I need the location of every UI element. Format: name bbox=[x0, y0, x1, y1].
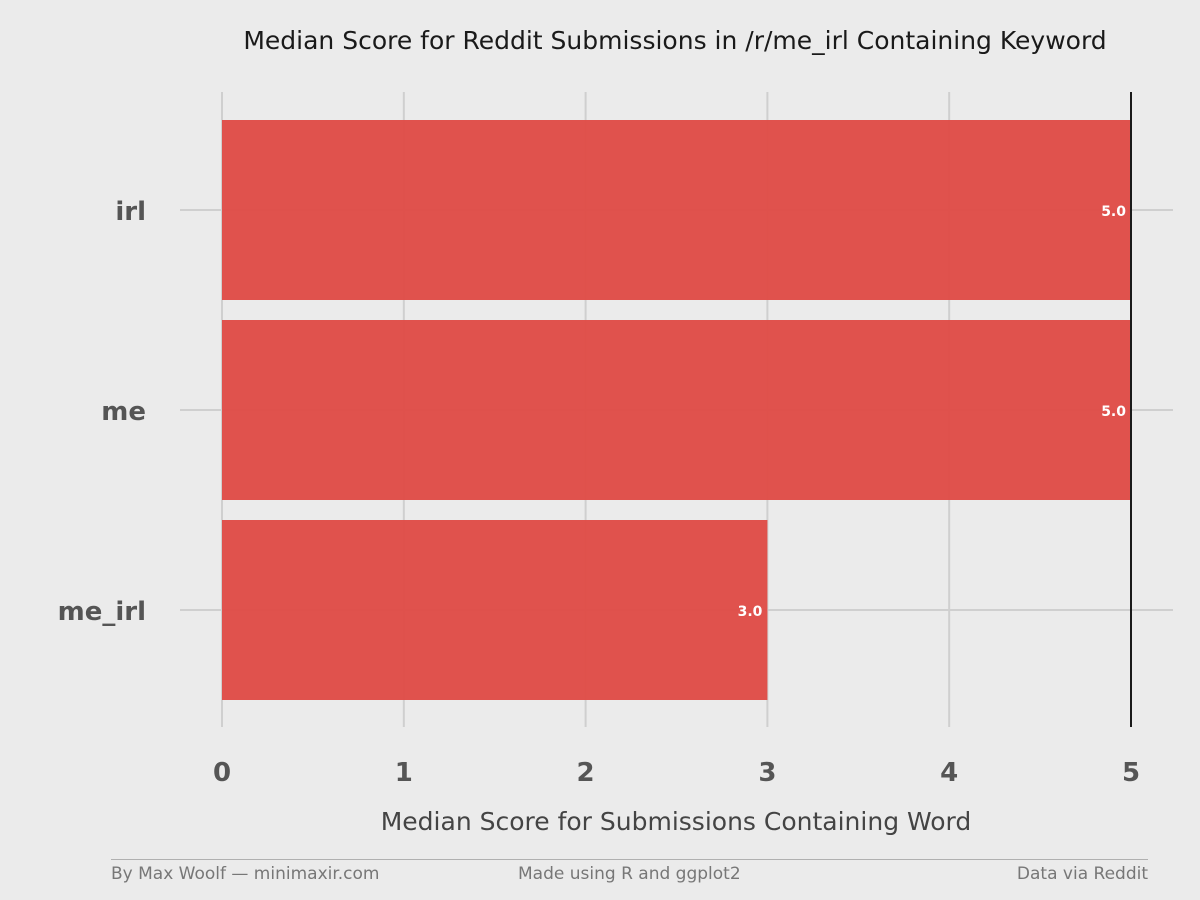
x-tick-label-4: 4 bbox=[940, 758, 958, 788]
footer-tools: Made using R and ggplot2 bbox=[518, 864, 741, 884]
bar-me_irl bbox=[222, 520, 768, 700]
y-tick-labels: irl me me_irl bbox=[58, 197, 146, 627]
value-label-me: 5.0 bbox=[1101, 404, 1126, 420]
value-label-irl: 5.0 bbox=[1101, 204, 1126, 220]
x-tick-label-0: 0 bbox=[213, 758, 231, 788]
x-tick-labels: 0 1 2 3 4 5 bbox=[213, 758, 1140, 788]
x-axis-title: Median Score for Submissions Containing … bbox=[381, 807, 972, 836]
value-labels-layer: 5.0 5.0 3.0 bbox=[738, 204, 1127, 620]
y-tick-label-irl: irl bbox=[115, 197, 146, 227]
bars-layer bbox=[222, 120, 1131, 700]
y-tick-label-me_irl: me_irl bbox=[58, 597, 146, 627]
x-tick-label-5: 5 bbox=[1122, 758, 1140, 788]
bar-irl bbox=[222, 120, 1131, 300]
y-tick-label-me: me bbox=[101, 397, 146, 427]
footer-author: By Max Woolf — minimaxir.com bbox=[111, 864, 380, 884]
footer-divider bbox=[111, 859, 1148, 860]
footer-source: Data via Reddit bbox=[1016, 864, 1148, 884]
x-tick-label-3: 3 bbox=[758, 758, 776, 788]
value-label-me_irl: 3.0 bbox=[738, 604, 763, 620]
chart-title: Median Score for Reddit Submissions in /… bbox=[243, 26, 1107, 55]
x-tick-label-2: 2 bbox=[577, 758, 595, 788]
x-tick-label-1: 1 bbox=[395, 758, 413, 788]
bar-me bbox=[222, 320, 1131, 500]
